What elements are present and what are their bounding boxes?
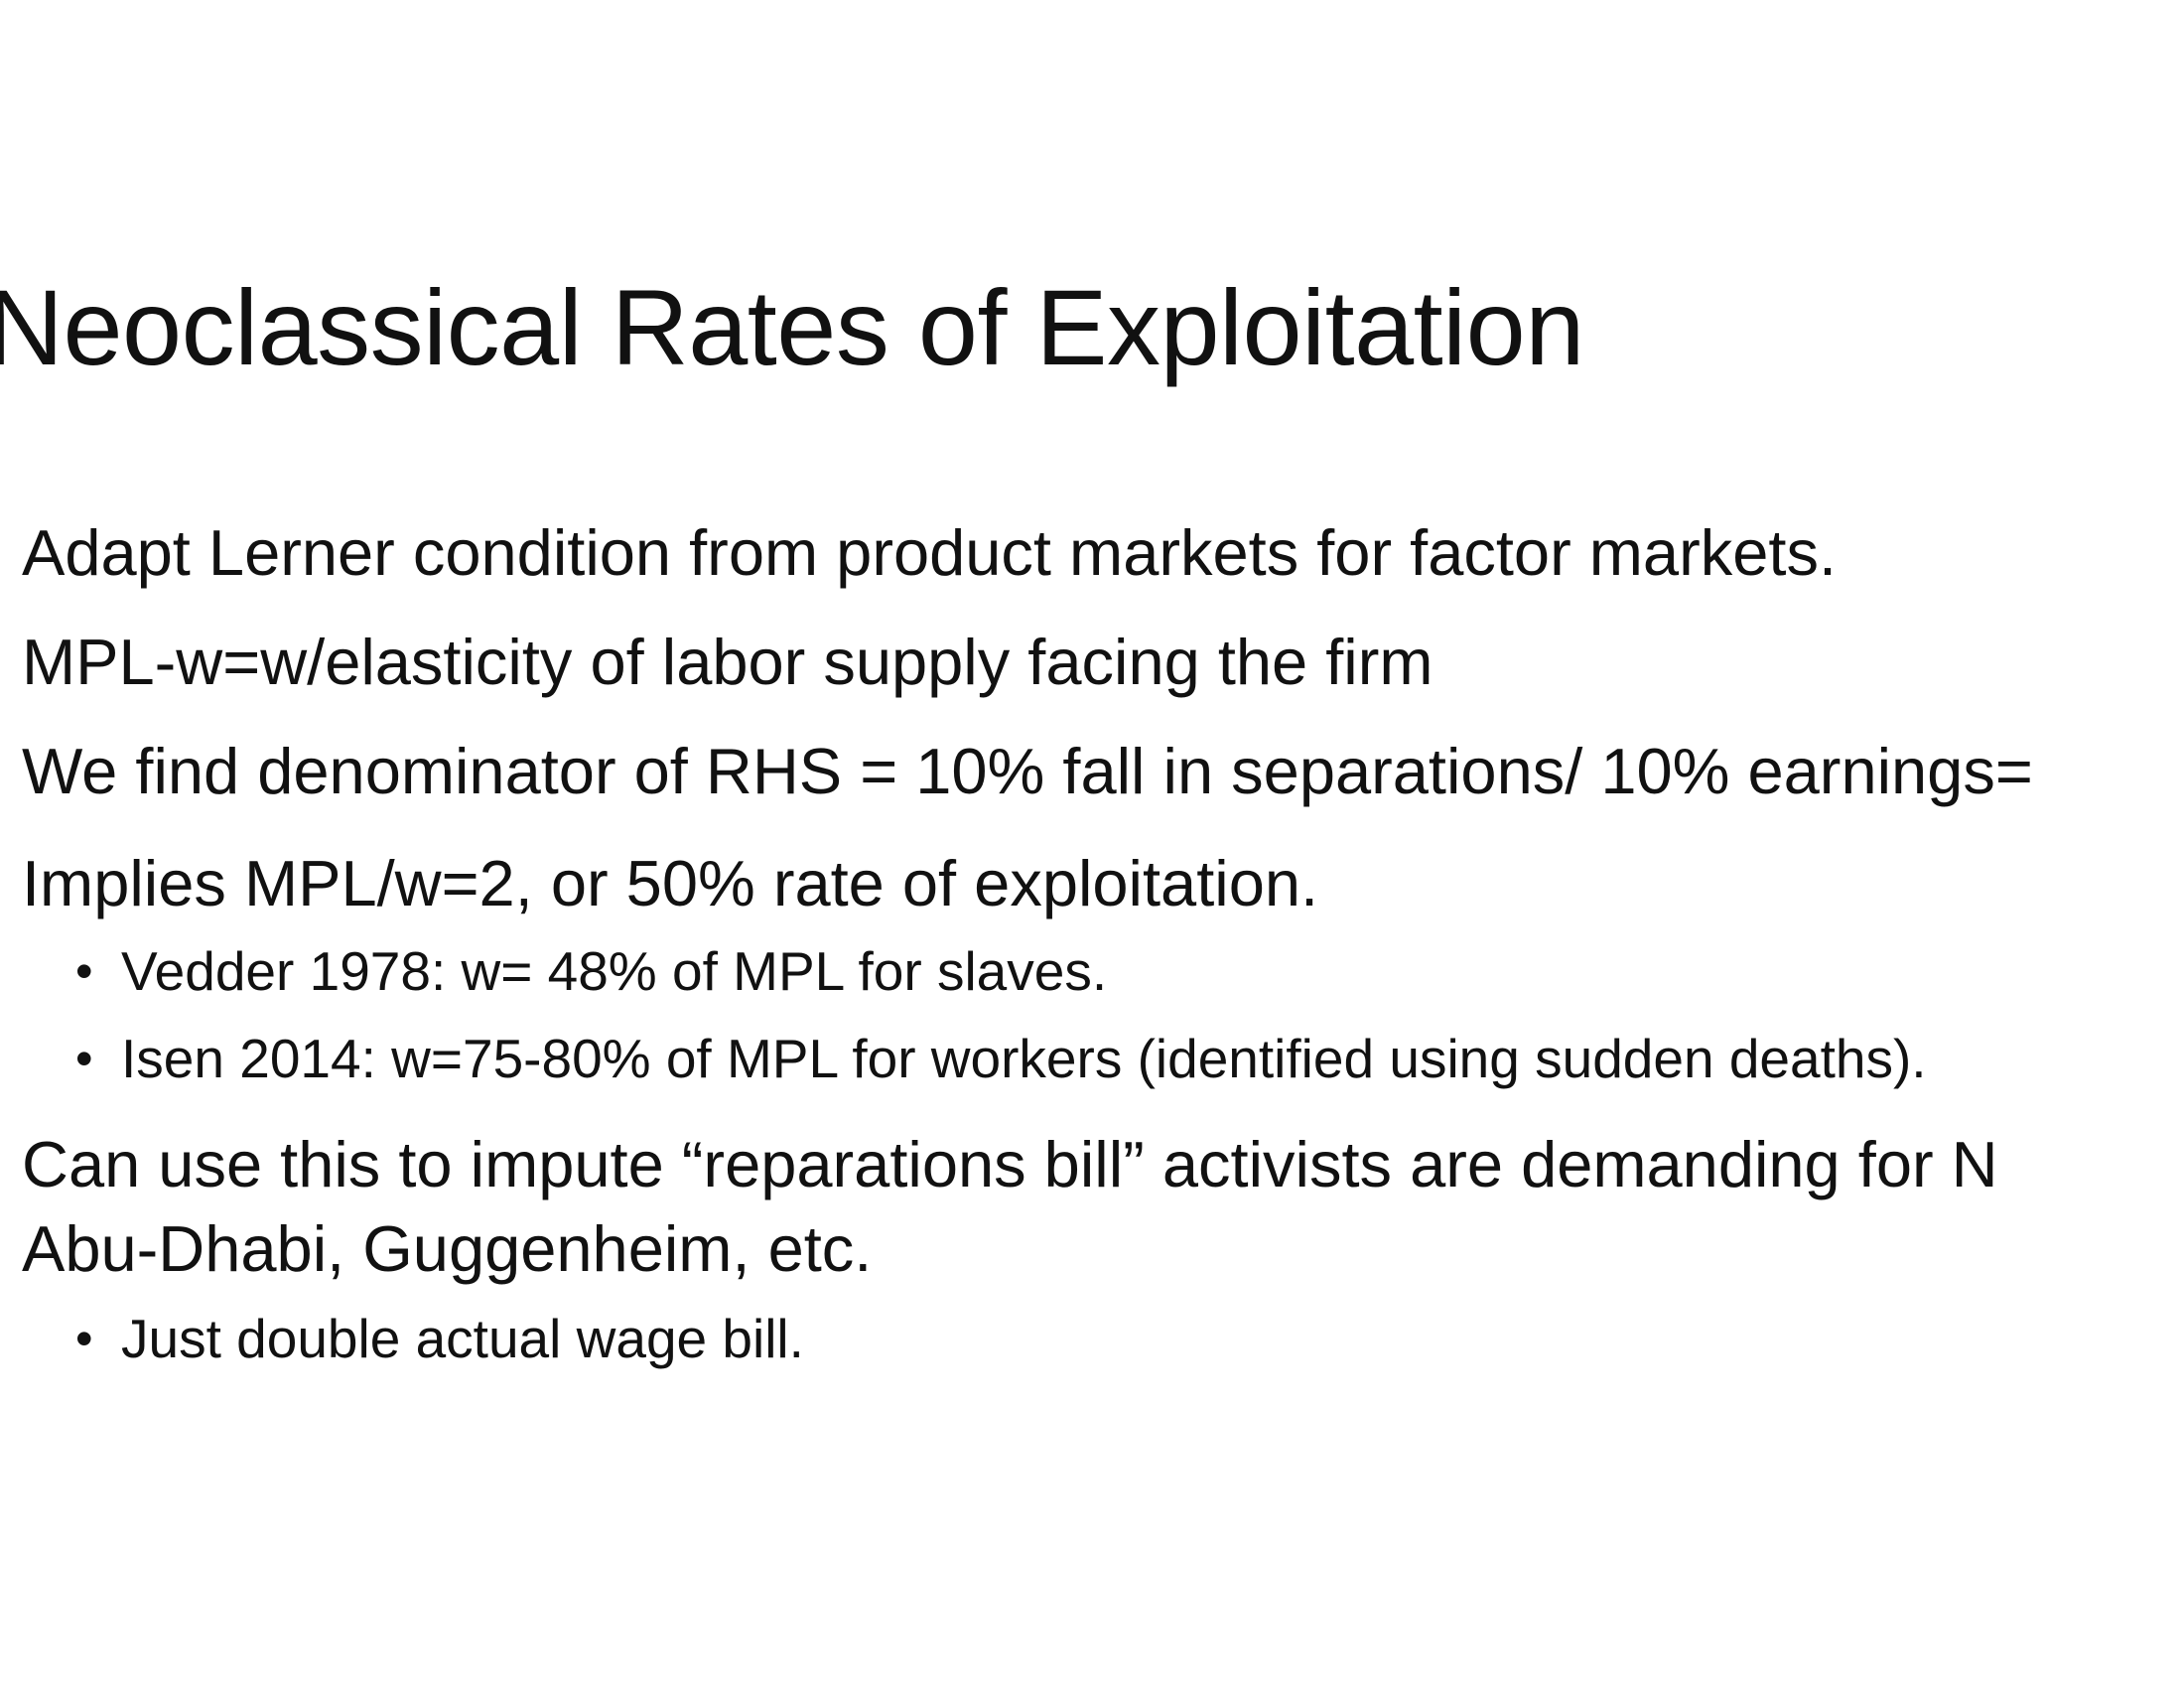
body-line-implies: Implies MPL/w=2, or 50% rate of exploita… bbox=[22, 847, 1319, 919]
body-line-mpl-formula: MPL-w=w/elasticity of labor supply facin… bbox=[22, 626, 1433, 698]
bullet-dot: • bbox=[75, 1311, 93, 1366]
slide-title: Neoclassical Rates of Exploitation bbox=[0, 267, 1584, 387]
sub-bullet-double-wage: Just double actual wage bill. bbox=[121, 1308, 804, 1369]
body-line-reparations: Can use this to impute “reparations bill… bbox=[22, 1128, 1998, 1200]
bullet-dot: • bbox=[75, 943, 93, 999]
body-line-lerner-condition: Adapt Lerner condition from product mark… bbox=[22, 516, 1837, 589]
sub-bullet-vedder: Vedder 1978: w= 48% of MPL for slaves. bbox=[121, 940, 1108, 1002]
body-line-reparations-cont: Abu-Dhabi, Guggenheim, etc. bbox=[22, 1212, 873, 1285]
body-line-denominator: We find denominator of RHS = 10% fall in… bbox=[22, 735, 2033, 807]
sub-bullet-isen: Isen 2014: w=75-80% of MPL for workers (… bbox=[121, 1028, 1927, 1089]
bullet-dot: • bbox=[75, 1031, 93, 1086]
